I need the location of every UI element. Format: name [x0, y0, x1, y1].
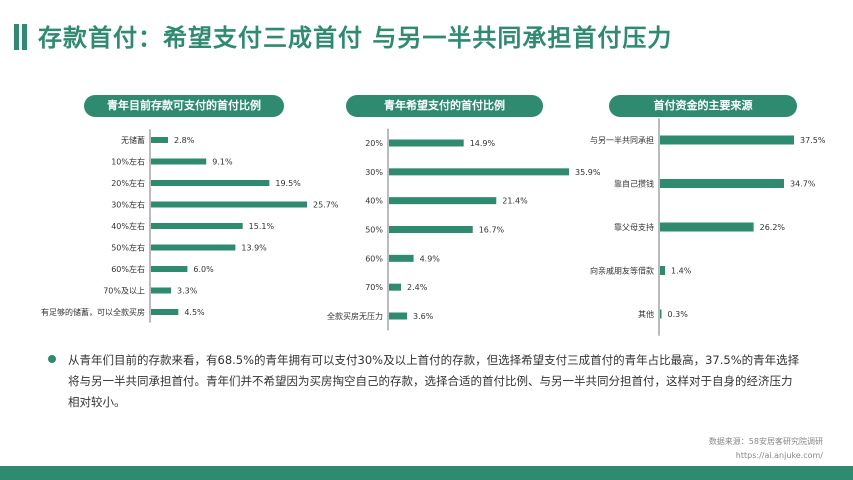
- summary-text: 从青年们目前的存款来看，有68.5%的青年拥有可以支付30%及以上首付的存款，但…: [68, 353, 800, 409]
- chart-title-desired-down-payment: 青年希望支付的首付比例: [346, 95, 543, 117]
- bar: [660, 222, 754, 232]
- bar: [151, 287, 172, 294]
- bullet-dot: [48, 355, 56, 363]
- value-label: 35.9%: [575, 168, 601, 177]
- bar: [151, 180, 270, 186]
- value-label: 37.5%: [800, 136, 826, 145]
- category-label: 有足够的储蓄，可以全款买房: [41, 307, 145, 317]
- value-label: 19.5%: [275, 179, 301, 188]
- category-label: 靠自己攒钱: [614, 179, 654, 189]
- value-label: 4.9%: [420, 254, 441, 263]
- value-label: 14.9%: [470, 139, 496, 148]
- bar: [151, 158, 207, 165]
- category-label: 30%: [365, 168, 383, 177]
- bar: [151, 266, 188, 272]
- category-label: 向亲戚朋友等借款: [590, 266, 654, 276]
- category-label: 70%及以上: [103, 287, 145, 296]
- category-label: 无储蓄: [121, 135, 145, 145]
- value-label: 6.0%: [193, 265, 214, 274]
- footer-bar: [0, 466, 853, 480]
- bar: [389, 197, 497, 205]
- value-label: 9.1%: [212, 158, 233, 167]
- value-label: 13.9%: [241, 244, 267, 253]
- category-label: 20%左右: [111, 178, 145, 188]
- bar: [151, 137, 168, 143]
- value-label: 15.1%: [249, 222, 275, 231]
- bar: [660, 266, 666, 275]
- category-label: 10%左右: [111, 157, 145, 167]
- value-label: 34.7%: [790, 180, 816, 189]
- category-label: 50%: [365, 226, 383, 235]
- category-label: 60%左右: [111, 264, 145, 274]
- bar: [151, 201, 307, 208]
- value-label: 4.5%: [184, 308, 205, 317]
- value-label: 2.8%: [174, 136, 195, 145]
- value-label: 26.2%: [760, 223, 786, 232]
- value-label: 0.3%: [668, 310, 689, 319]
- category-label: 40%左右: [111, 221, 145, 231]
- category-label: 30%左右: [111, 200, 145, 210]
- bar: [389, 254, 414, 262]
- bar: [389, 283, 402, 291]
- bar: [151, 309, 179, 315]
- category-label: 20%: [365, 139, 383, 148]
- bar: [389, 312, 408, 320]
- bar: [389, 168, 569, 176]
- bar: [660, 135, 794, 145]
- value-label: 1.4%: [671, 267, 692, 276]
- data-source: 数据来源：58安居客研究院调研: [708, 437, 823, 446]
- bar: [660, 179, 784, 188]
- category-label: 靠父母支持: [614, 222, 654, 232]
- title-accent-bar: [22, 24, 27, 50]
- category-label: 40%: [365, 197, 383, 206]
- category-label: 其他: [638, 309, 654, 319]
- bar: [151, 244, 236, 251]
- value-label: 3.6%: [413, 312, 434, 321]
- value-label: 16.7%: [479, 226, 505, 235]
- bar: [660, 309, 662, 319]
- source-url[interactable]: https://ai.anjuke.com/: [735, 451, 823, 460]
- value-label: 21.4%: [502, 197, 528, 206]
- value-label: 3.3%: [177, 287, 198, 296]
- bar: [389, 139, 464, 147]
- bar: [151, 223, 243, 229]
- chart-title-current-savings: 青年目前存款可支付的首付比例: [84, 95, 284, 117]
- category-label: 与另一半共同承担: [590, 135, 654, 145]
- bar: [389, 226, 473, 233]
- page-title: 存款首付：希望支付三成首付 与另一半共同承担首付压力: [38, 24, 673, 52]
- title-accent-bar: [14, 24, 19, 50]
- chart-title-funding-source: 首付资金的主要来源: [609, 95, 797, 117]
- value-label: 2.4%: [407, 283, 428, 292]
- value-label: 25.7%: [313, 201, 339, 210]
- category-label: 50%左右: [111, 243, 145, 253]
- category-label: 70%: [365, 283, 383, 292]
- category-label: 60%: [365, 254, 383, 263]
- category-label: 全款买房无压力: [327, 311, 383, 321]
